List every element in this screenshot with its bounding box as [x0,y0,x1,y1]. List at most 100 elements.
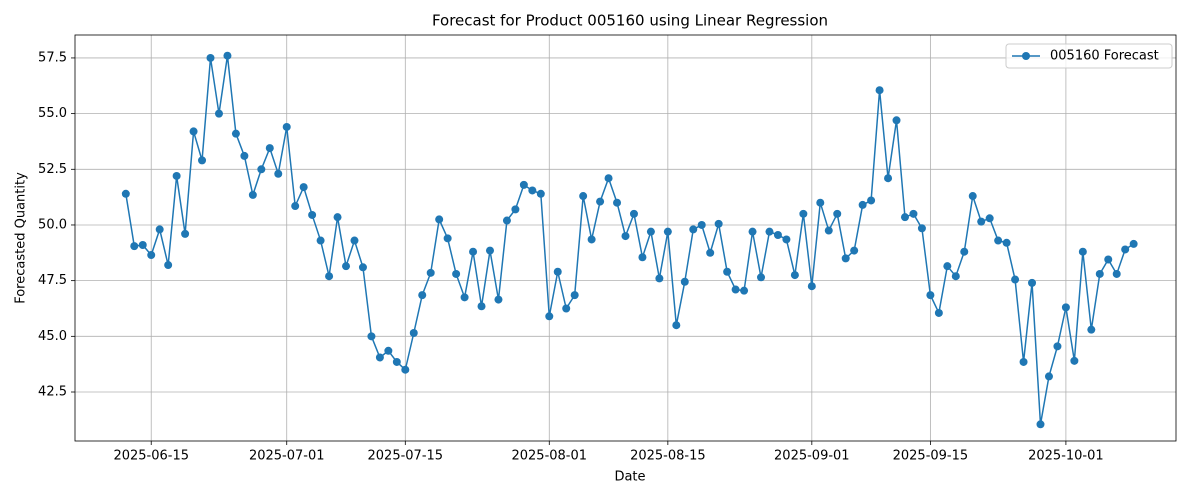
data-point [1121,245,1130,254]
data-point [155,225,164,234]
data-point [1053,342,1062,351]
data-point [672,321,681,330]
data-point [240,151,249,160]
data-point [494,295,503,304]
series-line [125,55,1135,425]
data-point [291,202,300,211]
data-point [968,192,977,201]
data-point [697,220,706,229]
data-point [799,209,808,218]
data-point [977,217,986,226]
data-point [706,248,715,257]
data-point [138,241,147,250]
data-point [1104,255,1113,264]
data-point [545,312,554,321]
data-point [740,286,749,295]
legend-box [1005,43,1173,69]
data-point [121,189,130,198]
data-point [308,210,317,219]
x-tick-label: 2025-09-15 [893,449,969,464]
data-point [613,198,622,207]
data-point [646,227,655,236]
data-point [1019,357,1028,366]
data-point [680,277,689,286]
y-tick-label: 45.0 [38,329,67,344]
data-point [723,267,732,276]
data-point [511,205,520,214]
data-point [443,234,452,243]
data-point [604,174,613,183]
data-point [214,109,223,118]
data-point [926,291,935,300]
data-point [1095,269,1104,278]
data-point [951,272,960,281]
data-point [816,198,825,207]
data-point [536,189,545,198]
data-point [342,262,351,271]
data-point [943,262,952,271]
data-point [358,263,367,272]
data-point [502,216,511,225]
y-tick-label: 52.5 [38,162,67,177]
y-tick-label: 47.5 [38,273,67,288]
x-tick-label: 2025-09-01 [774,449,850,464]
data-point [553,267,562,276]
data-point [731,285,740,294]
y-tick-label: 42.5 [38,385,67,400]
data-point [917,224,926,233]
data-point [909,209,918,218]
data-point [875,86,884,95]
y-axis-label: Forecasted Quantity [14,172,29,304]
data-point [519,180,528,189]
data-point [596,197,605,206]
data-point [460,293,469,302]
data-point [621,232,630,241]
data-point [1044,372,1053,381]
data-point [265,144,274,153]
data-point [426,268,435,277]
data-point [206,53,215,62]
data-point [333,213,342,222]
data-point [790,271,799,280]
data-point [528,186,537,195]
data-point [638,253,647,262]
data-point [1061,303,1070,312]
data-point [689,225,698,234]
data-point [181,229,190,238]
data-point [570,291,579,300]
data-point [257,165,266,174]
data-point [994,236,1003,245]
data-point [748,227,757,236]
data-point [1036,420,1045,429]
data-point [477,302,486,311]
y-tick-label: 57.5 [38,50,67,65]
y-tick-label: 50.0 [38,217,67,232]
data-point [850,246,859,255]
data-point [714,219,723,228]
x-tick-label: 2025-06-15 [113,449,189,464]
data-point [435,215,444,224]
data-point [934,308,943,317]
legend-label: 005160 Forecast [1050,49,1159,64]
data-point [841,254,850,263]
data-point [884,174,893,183]
data-point [579,192,588,201]
data-point [485,246,494,255]
data-point [1087,325,1096,334]
data-point [392,357,401,366]
data-point [299,183,308,192]
y-tick-label: 55.0 [38,106,67,121]
x-tick-label: 2025-08-15 [630,449,706,464]
data-point [1112,269,1121,278]
data-point [452,269,461,278]
data-point [198,156,207,165]
data-point [231,129,240,138]
data-point [773,230,782,239]
data-point [629,209,638,218]
data-point [867,196,876,205]
data-point [1002,238,1011,247]
data-point [824,226,833,235]
data-point [807,282,816,291]
data-point [587,235,596,244]
